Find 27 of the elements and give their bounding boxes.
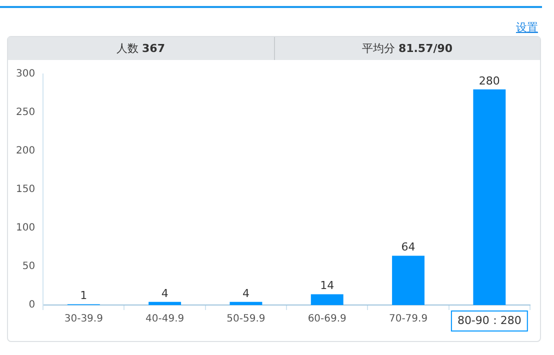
x-tick-label: 40-49.9: [146, 314, 184, 325]
data-label: 14: [320, 279, 334, 292]
text: 设置: [516, 20, 538, 35]
x-tick-label: 30-39.9: [64, 314, 103, 325]
x-tick-label: 60-69.9: [308, 314, 346, 325]
bar: [310, 294, 344, 305]
bar: [148, 302, 182, 305]
y-tick-label: 100: [16, 222, 36, 234]
y-tick-label: 50: [22, 261, 36, 272]
text: 平均分 81.57/90: [362, 42, 453, 55]
y-tick-label: 150: [16, 184, 36, 196]
data-label: 4: [242, 286, 250, 300]
bar: [392, 256, 424, 305]
data-label: 64: [401, 240, 416, 254]
data-label: 280: [478, 74, 500, 88]
y-tick-label: 300: [16, 68, 36, 80]
y-tick-label: 200: [16, 146, 36, 157]
data-label: 1: [80, 289, 88, 302]
bar: [473, 89, 506, 305]
text: 人数 367: [116, 42, 165, 55]
x-tick-label: 70-79.9: [388, 314, 428, 325]
text: 80-90：280: [457, 314, 522, 327]
x-tick-label: 50-59.9: [226, 314, 266, 325]
y-tick-label: 250: [16, 107, 36, 118]
bar: [230, 302, 262, 305]
data-label: 4: [161, 286, 168, 300]
y-tick-label: 0: [28, 300, 36, 311]
